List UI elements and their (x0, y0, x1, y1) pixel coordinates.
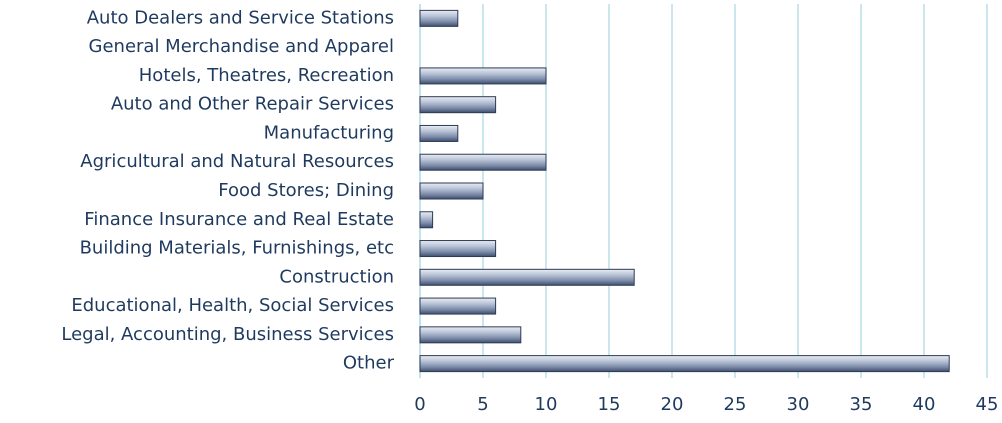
bar (419, 67, 547, 85)
y-tick-label: Agricultural and Natural Resources (80, 151, 394, 172)
bar (419, 124, 459, 142)
x-tick-label: 20 (661, 394, 684, 415)
bar (419, 297, 497, 315)
bar (419, 153, 547, 171)
y-tick-label: Building Materials, Furnishings, etc (80, 238, 394, 259)
y-tick-label: Auto and Other Repair Services (111, 94, 394, 115)
y-tick-label: General Merchandise and Apparel (89, 36, 394, 57)
y-tick-label: Other (343, 353, 395, 374)
bar (419, 268, 635, 286)
x-tick-label: 0 (414, 394, 425, 415)
x-tick-label: 25 (724, 394, 747, 415)
x-tick-label: 35 (850, 394, 873, 415)
x-tick-label: 10 (535, 394, 558, 415)
x-tick-label: 40 (913, 394, 936, 415)
x-tick-label: 15 (598, 394, 621, 415)
bar (419, 182, 484, 200)
x-tick-label: 45 (976, 394, 999, 415)
bar (419, 355, 950, 373)
y-tick-label: Auto Dealers and Service Stations (87, 7, 394, 28)
x-tick-label: 5 (477, 394, 488, 415)
y-tick-label: Legal, Accounting, Business Services (61, 324, 394, 345)
x-tick-label: 30 (787, 394, 810, 415)
y-tick-label: Food Stores; Dining (218, 180, 394, 201)
y-tick-label: Manufacturing (264, 122, 394, 143)
bar (419, 9, 459, 27)
y-tick-label: Construction (279, 266, 394, 287)
bar (419, 211, 434, 229)
bar (419, 240, 497, 258)
y-tick-label: Hotels, Theatres, Recreation (139, 65, 394, 86)
y-tick-label: Educational, Health, Social Services (71, 295, 394, 316)
y-tick-label: Finance Insurance and Real Estate (84, 209, 394, 230)
bar (419, 96, 497, 114)
bar (419, 326, 522, 344)
